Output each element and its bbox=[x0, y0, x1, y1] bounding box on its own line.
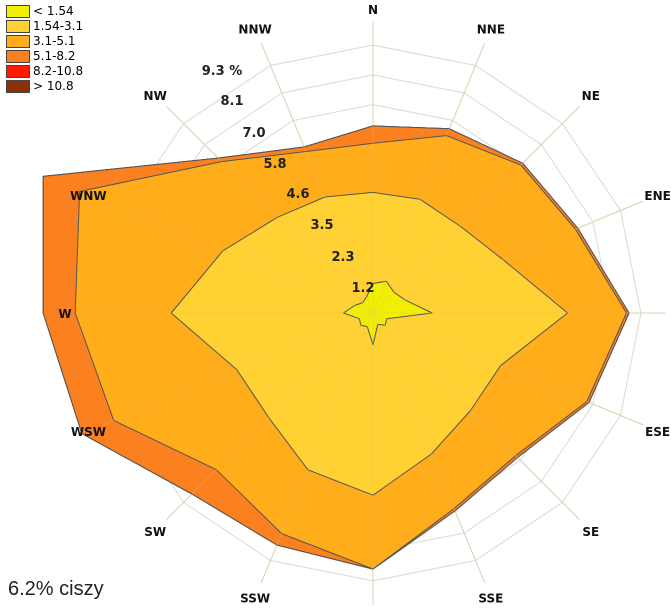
grid-spoke-overlay bbox=[103, 312, 374, 426]
direction-label-nne: NNE bbox=[477, 22, 505, 36]
grid-overlay bbox=[81, 21, 665, 605]
legend-label: 8.2-10.8 bbox=[33, 64, 84, 78]
petal-1-54 bbox=[343, 280, 433, 346]
legend-swatch bbox=[6, 20, 30, 33]
direction-label-ene: ENE bbox=[644, 189, 670, 203]
grid-spoke-overlay bbox=[372, 106, 580, 314]
grid-spoke-overlay bbox=[372, 200, 643, 314]
direction-label-ese: ESE bbox=[645, 425, 670, 439]
legend-entry: 3.1-5.1 bbox=[6, 34, 83, 49]
direction-label-wnw: WNW bbox=[70, 189, 107, 203]
radial-tick-label: 2.3 bbox=[331, 250, 354, 265]
direction-labels: NNNENEENEEESESESSESSSWSWWSWWWNWNWNNW bbox=[58, 3, 670, 606]
grid-spoke-overlay bbox=[372, 312, 486, 583]
radial-tick-label: 5.8 bbox=[263, 157, 286, 172]
direction-label-sse: SSE bbox=[478, 592, 503, 606]
legend-entry: 1.54-3.1 bbox=[6, 19, 83, 34]
legend-swatch bbox=[6, 80, 30, 93]
legend-label: > 10.8 bbox=[33, 79, 74, 93]
legend-entry: < 1.54 bbox=[6, 4, 83, 19]
calm-percentage: 6.2% ciszy bbox=[8, 578, 104, 600]
legend: < 1.54 1.54-3.1 3.1-5.1 5.1-8.2 8.2-10.8 > 10… bbox=[6, 4, 83, 94]
grid-spoke-overlay bbox=[260, 312, 374, 583]
legend-swatch bbox=[6, 50, 30, 63]
radial-tick-labels: 1.2 2.3 3.5 4.65.8 7.0 8.1 9.3 % bbox=[202, 64, 375, 296]
radial-tick-label: 7.0 bbox=[242, 126, 265, 141]
direction-label-nw: NW bbox=[144, 89, 167, 103]
legend-swatch bbox=[6, 35, 30, 48]
grid-spoke-overlay bbox=[372, 43, 486, 314]
direction-label-ssw: SSW bbox=[240, 592, 270, 606]
wind-petals bbox=[42, 21, 665, 605]
direction-label-n: N bbox=[368, 3, 378, 17]
grid-spoke-overlay bbox=[372, 312, 580, 520]
grid-spoke-overlay bbox=[166, 106, 374, 314]
grid-spoke-overlay bbox=[103, 200, 374, 314]
grid-spoke-overlay bbox=[372, 312, 643, 426]
legend-label: 3.1-5.1 bbox=[33, 34, 76, 48]
legend-entry: 8.2-10.8 bbox=[6, 64, 83, 79]
legend-label: < 1.54 bbox=[33, 4, 74, 18]
direction-label-wsw: WSW bbox=[71, 425, 106, 439]
legend-entry: 5.1-8.2 bbox=[6, 49, 83, 64]
grid-spoke-overlay bbox=[260, 43, 374, 314]
radial-tick-label: 4.6 bbox=[286, 187, 309, 202]
radial-tick-label: 3.5 bbox=[310, 218, 333, 233]
petal-1-54-3-1 bbox=[170, 191, 568, 496]
legend-swatch bbox=[6, 5, 30, 18]
legend-entry: > 10.8 bbox=[6, 79, 83, 94]
direction-label-w: W bbox=[58, 307, 71, 321]
grid-spoke-overlay bbox=[166, 312, 374, 520]
legend-swatch bbox=[6, 65, 30, 78]
legend-label: 5.1-8.2 bbox=[33, 49, 76, 63]
direction-label-ne: NE bbox=[582, 89, 600, 103]
direction-label-nnw: NNW bbox=[238, 22, 271, 36]
direction-label-sw: SW bbox=[144, 525, 166, 539]
legend-label: 1.54-3.1 bbox=[33, 19, 84, 33]
radial-tick-label: 9.3 % bbox=[202, 64, 243, 79]
direction-label-se: SE bbox=[582, 525, 599, 539]
radial-tick-label: 8.1 bbox=[220, 94, 243, 109]
radial-tick-label: 1.2 bbox=[351, 281, 374, 296]
